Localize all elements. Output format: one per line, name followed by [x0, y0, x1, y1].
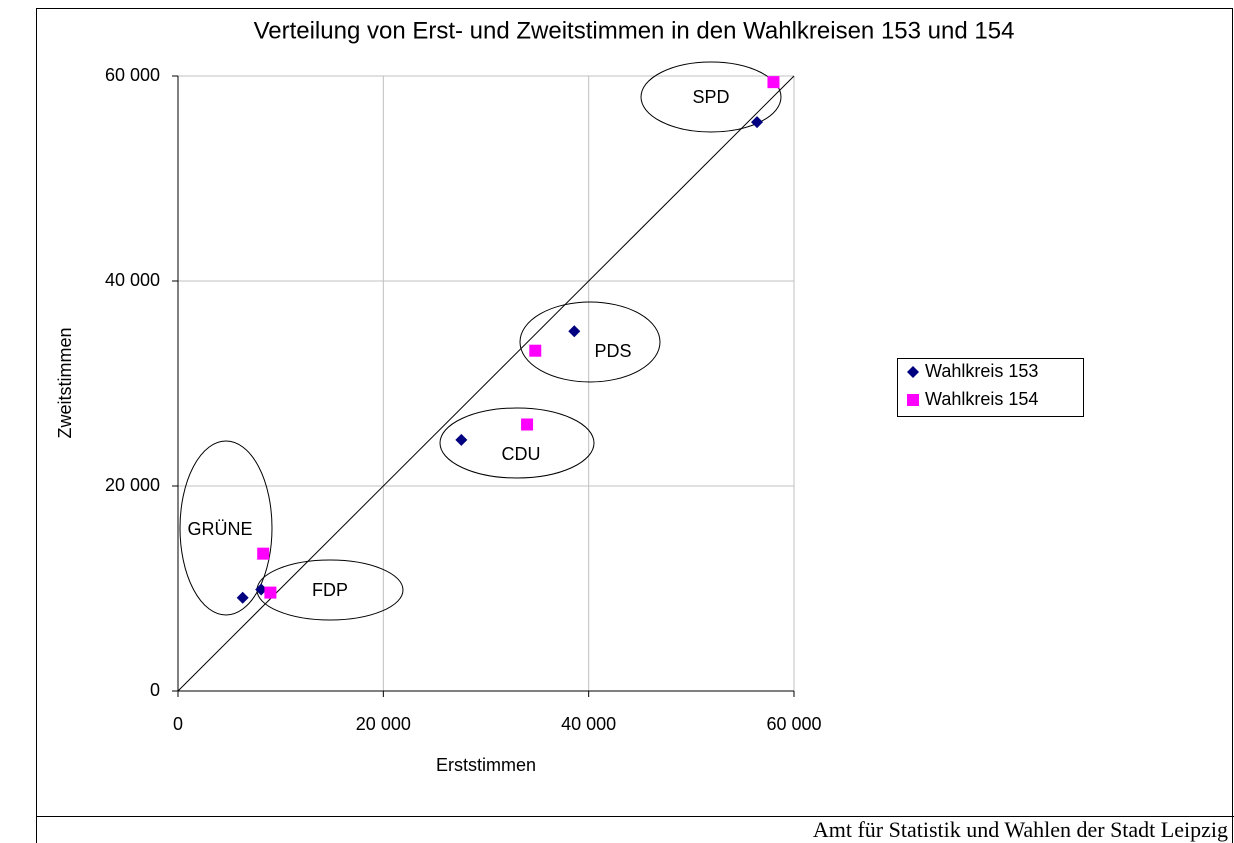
annotation: FDP [312, 580, 348, 600]
legend-box [897, 358, 1084, 417]
annotation-ellipse [519, 301, 661, 383]
point [455, 433, 468, 446]
point [521, 418, 534, 431]
point [264, 586, 277, 599]
chart-title: Verteilung von Erst- und Zweitstimmen in… [254, 17, 1015, 44]
annotation: CDU [502, 444, 541, 464]
legend-marker [907, 394, 919, 406]
x-tick-label: 20 000 [356, 714, 411, 734]
annotation-ellipse [439, 407, 595, 479]
point [257, 547, 270, 560]
legend-marker [907, 366, 919, 378]
x-tick-label: 0 [173, 714, 183, 734]
x-tick-label: 60 000 [766, 714, 821, 734]
annotation-ellipse [640, 61, 782, 133]
source-note: Amt für Statistik und Wahlen der Stadt L… [813, 817, 1228, 842]
annotation: PDS [594, 341, 631, 361]
diagonal-line [177, 75, 795, 692]
x-tick-label: 40 000 [561, 714, 616, 734]
y-tick-label: 60 000 [105, 65, 160, 85]
y-tick-label: 0 [150, 680, 160, 700]
point [236, 591, 249, 604]
point [751, 116, 764, 129]
annotation-ellipse [179, 440, 273, 616]
point [255, 583, 268, 596]
annotation: GRÜNE [187, 519, 252, 539]
y-tick-label: 40 000 [105, 270, 160, 290]
point [529, 344, 542, 357]
y-axis-label: Zweitstimmen [55, 327, 75, 438]
legend-label: Wahlkreis 154 [925, 389, 1038, 409]
chart-frame [36, 8, 1233, 843]
point [767, 76, 780, 89]
annotation: SPD [692, 87, 729, 107]
y-tick-label: 20 000 [105, 475, 160, 495]
point [568, 325, 581, 338]
x-axis-label: Erststimmen [436, 755, 536, 775]
legend-label: Wahlkreis 153 [925, 361, 1038, 381]
